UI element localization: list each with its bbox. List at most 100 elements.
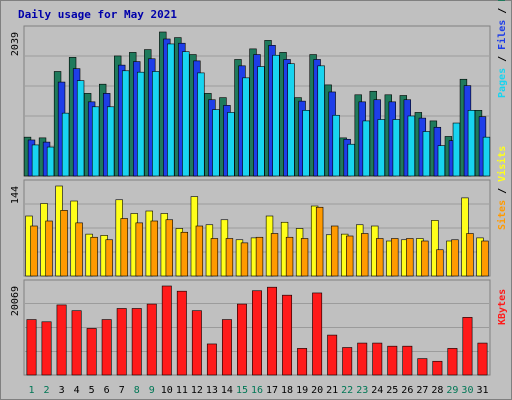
bar-kbytes-day-30 bbox=[462, 317, 473, 376]
x-tick-label-12: 12 bbox=[191, 385, 203, 396]
legend-item-hits: Hits bbox=[496, 0, 508, 2]
bar-sites-day-24 bbox=[376, 238, 384, 277]
bar-pages-day-15 bbox=[242, 77, 250, 177]
legend-middle: Sites / Visits bbox=[496, 146, 508, 230]
bar-sites-day-6 bbox=[105, 239, 113, 277]
bar-pages-day-26 bbox=[407, 115, 416, 177]
bar-kbytes-day-18 bbox=[282, 294, 293, 376]
bar-pages-day-3 bbox=[61, 112, 70, 177]
bar-kbytes-day-31 bbox=[477, 342, 488, 376]
chart-legend: Pages / Files / Hits Sites / Visits KBytes bbox=[496, 0, 508, 325]
x-tick-label-31: 31 bbox=[476, 385, 488, 396]
panel-bottom: 20069 bbox=[10, 279, 491, 376]
bar-pages-day-17 bbox=[272, 54, 280, 177]
bar-sites-day-26 bbox=[406, 238, 414, 277]
x-tick-label-20: 20 bbox=[311, 385, 323, 396]
x-tick-label-11: 11 bbox=[176, 385, 188, 396]
bar-sites-day-22 bbox=[346, 235, 354, 277]
bar-pages-day-1 bbox=[31, 144, 40, 177]
x-tick-label-16: 16 bbox=[251, 385, 263, 396]
bar-sites-day-13 bbox=[210, 238, 219, 277]
y-max-label-bottom: 20069 bbox=[10, 286, 21, 316]
bar-sites-day-25 bbox=[391, 238, 399, 277]
x-tick-label-3: 3 bbox=[59, 385, 65, 396]
bar-kbytes-day-3 bbox=[56, 304, 67, 376]
bar-kbytes-day-14 bbox=[221, 319, 232, 376]
bar-kbytes-day-15 bbox=[237, 303, 247, 376]
bar-sites-day-3 bbox=[60, 210, 68, 277]
bar-pages-day-22 bbox=[347, 143, 355, 177]
x-tick-label-21: 21 bbox=[326, 385, 338, 396]
x-tick-label-24: 24 bbox=[371, 385, 383, 396]
bar-kbytes-day-24 bbox=[372, 342, 383, 376]
x-tick-label-15: 15 bbox=[236, 385, 248, 396]
y-max-label-top: 2039 bbox=[10, 32, 21, 56]
x-tick-label-2: 2 bbox=[44, 385, 50, 396]
bar-kbytes-day-11 bbox=[176, 290, 187, 376]
legend-text-bottom: KBytes bbox=[497, 289, 508, 325]
bar-kbytes-day-12 bbox=[191, 310, 202, 376]
legend-bottom: KBytes bbox=[497, 289, 508, 325]
x-tick-label-1: 1 bbox=[29, 385, 35, 396]
bar-kbytes-day-27 bbox=[417, 358, 428, 376]
bar-sites-day-4 bbox=[75, 222, 83, 277]
bar-kbytes-day-29 bbox=[447, 348, 458, 376]
x-tick-label-27: 27 bbox=[416, 385, 428, 396]
bar-kbytes-day-20 bbox=[312, 292, 323, 376]
panel-top: 2039 bbox=[10, 25, 491, 177]
bar-sites-day-31 bbox=[481, 240, 489, 277]
bar-sites-day-29 bbox=[451, 239, 459, 277]
x-tick-label-25: 25 bbox=[386, 385, 398, 396]
x-tick-label-19: 19 bbox=[296, 385, 308, 396]
bar-sites-day-12 bbox=[195, 225, 204, 277]
bar-kbytes-day-13 bbox=[206, 343, 217, 376]
bar-kbytes-day-22 bbox=[342, 347, 353, 376]
bar-pages-day-31 bbox=[482, 136, 491, 177]
bar-sites-day-7 bbox=[120, 218, 128, 277]
bar-pages-day-16 bbox=[257, 66, 265, 177]
bar-kbytes-day-21 bbox=[327, 334, 338, 376]
bar-sites-day-20 bbox=[315, 206, 324, 277]
bar-pages-day-9 bbox=[152, 71, 160, 177]
x-tick-label-9: 9 bbox=[149, 385, 155, 396]
bar-sites-day-9 bbox=[150, 220, 158, 277]
bar-sites-day-5 bbox=[90, 236, 98, 277]
bar-pages-day-4 bbox=[76, 80, 85, 177]
bar-sites-day-14 bbox=[225, 238, 234, 277]
x-tick-label-7: 7 bbox=[119, 385, 125, 396]
x-tick-label-22: 22 bbox=[341, 385, 353, 396]
x-tick-label-26: 26 bbox=[401, 385, 413, 396]
y-max-label-middle: 144 bbox=[10, 186, 21, 204]
bar-sites-day-10 bbox=[165, 219, 173, 277]
bar-pages-day-14 bbox=[227, 112, 235, 177]
chart-title: Daily usage for May 2021 bbox=[18, 8, 177, 21]
bar-sites-day-23 bbox=[361, 233, 369, 277]
bar-pages-day-28 bbox=[437, 145, 446, 177]
bar-pages-day-7 bbox=[122, 70, 130, 177]
bar-pages-day-13 bbox=[212, 109, 220, 177]
bar-pages-day-12 bbox=[197, 72, 205, 177]
bar-kbytes-day-23 bbox=[357, 342, 368, 376]
x-tick-label-30: 30 bbox=[461, 385, 473, 396]
bar-kbytes-day-28 bbox=[432, 360, 443, 376]
x-tick-label-29: 29 bbox=[446, 385, 458, 396]
legend-item-visits: Visits bbox=[496, 146, 508, 182]
x-tick-label-4: 4 bbox=[74, 385, 80, 396]
legend-separator: / bbox=[497, 2, 508, 20]
bar-kbytes-day-7 bbox=[116, 308, 127, 376]
bar-pages-day-18 bbox=[287, 63, 295, 177]
bar-kbytes-day-10 bbox=[161, 285, 172, 376]
bar-pages-day-11 bbox=[182, 51, 190, 177]
bar-pages-day-20 bbox=[317, 65, 325, 177]
legend-separator: / bbox=[497, 182, 508, 200]
x-tick-label-8: 8 bbox=[134, 385, 140, 396]
bar-kbytes-day-8 bbox=[131, 308, 142, 376]
bar-pages-day-25 bbox=[392, 119, 400, 177]
bar-sites-day-17 bbox=[270, 233, 279, 277]
x-axis-labels: 1 2 3 4 5 6 7 8 9 10 11 12 13 14 15 16 17 18 19 20 21 22 23 24 2… bbox=[29, 385, 489, 396]
legend-item-pages: Pages bbox=[497, 68, 508, 98]
bar-sites-day-19 bbox=[300, 238, 309, 277]
bar-sites-day-11 bbox=[180, 231, 189, 277]
bar-pages-day-30 bbox=[467, 110, 476, 177]
